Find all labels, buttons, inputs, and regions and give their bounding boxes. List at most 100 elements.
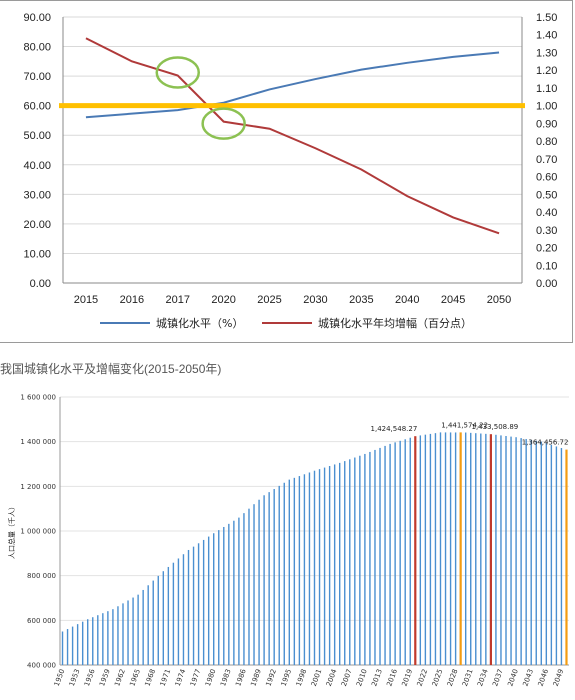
- x-tick-label: 2035: [349, 294, 373, 306]
- population-bar: [404, 439, 406, 665]
- population-bar: [515, 437, 517, 665]
- population-bar: [202, 539, 205, 665]
- population-bar: [419, 435, 422, 665]
- population-bar: [399, 440, 401, 665]
- population-bar: [379, 447, 381, 665]
- left-tick-label: 60.00: [23, 101, 51, 113]
- population-bar: [182, 554, 185, 665]
- y-tick-label: 1 400 000: [20, 438, 56, 446]
- right-tick-label: 0.70: [536, 154, 557, 166]
- x-tick-label: 1974: [174, 667, 188, 687]
- population-bar: [147, 585, 149, 665]
- population-bar: [470, 432, 472, 665]
- population-bar: [444, 432, 447, 665]
- right-tick-label: 0.10: [536, 260, 557, 272]
- population-bar: [480, 433, 482, 665]
- series-line: [85, 51, 500, 119]
- right-tick-label: 1.00: [536, 101, 557, 113]
- population-bar: [495, 434, 497, 665]
- x-tick-label: 1998: [295, 668, 309, 687]
- x-tick-label: 1992: [264, 668, 278, 687]
- x-tick-label: 2007: [340, 668, 354, 687]
- right-tick-label: 0.30: [536, 225, 557, 237]
- x-tick-label: 2022: [416, 668, 430, 687]
- y-tick-label: 800 000: [27, 572, 56, 580]
- x-tick-label: 1995: [280, 668, 294, 687]
- population-bar: [530, 439, 532, 665]
- left-tick-label: 0.00: [30, 278, 51, 290]
- chart-caption: 我国城镇化水平及增幅变化(2015-2050年): [0, 362, 222, 376]
- x-tick-label: 1953: [68, 668, 82, 687]
- data-label: 1,364,456.72: [522, 439, 569, 447]
- x-tick-label: 2025: [257, 294, 281, 306]
- population-bar: [338, 462, 341, 665]
- right-tick-label: 0.80: [536, 136, 557, 148]
- left-tick-label: 40.00: [23, 160, 51, 172]
- population-bar: [61, 631, 64, 665]
- x-tick-label: 2025: [431, 668, 445, 687]
- population-bar: [489, 434, 492, 665]
- x-tick-label: 1989: [249, 668, 263, 687]
- x-tick-label: 1950: [53, 668, 67, 687]
- population-bar: [394, 442, 396, 665]
- x-tick-label: 2045: [441, 294, 465, 306]
- y-axis-title: 人口总量（千人）: [7, 503, 16, 559]
- population-bar: [328, 466, 331, 665]
- right-tick-label: 0.20: [536, 243, 557, 255]
- population-bar: [66, 629, 69, 665]
- population-bar: [560, 448, 563, 665]
- population-bar: [454, 432, 457, 665]
- right-tick-label: 1.10: [536, 83, 557, 95]
- population-bar: [238, 517, 240, 665]
- population-bar: [303, 474, 306, 665]
- population-bar-chart: 400 000 600 000 800 000 1 000 000 1 200 000 1…: [7, 394, 569, 687]
- left-tick-label: 70.00: [23, 71, 51, 83]
- x-tick-label: 1968: [143, 668, 157, 687]
- population-bar: [333, 464, 336, 665]
- y-tick-label: 600 000: [27, 617, 56, 625]
- x-tick-label: 2019: [401, 668, 415, 687]
- population-bar: [167, 566, 170, 665]
- left-tick-label: 10.00: [23, 248, 51, 260]
- x-tick-label: 2030: [303, 294, 327, 306]
- x-tick-label: 1956: [83, 667, 97, 687]
- left-tick-label: 80.00: [23, 42, 51, 54]
- population-bar: [540, 441, 542, 665]
- population-bar: [384, 445, 386, 665]
- y-tick-label: 1 200 000: [20, 483, 56, 491]
- population-bar: [429, 433, 432, 665]
- x-tick-label: 2037: [491, 668, 505, 687]
- population-bar: [112, 609, 114, 665]
- right-tick-label: 0.90: [536, 118, 557, 130]
- population-bar: [308, 472, 311, 665]
- population-bar: [525, 438, 527, 665]
- highlight-circle: [201, 107, 246, 140]
- x-tick-label: 2016: [385, 667, 399, 687]
- population-bar: [218, 530, 220, 665]
- population-bar: [81, 621, 84, 665]
- population-bar: [565, 449, 568, 665]
- left-tick-label: 50.00: [23, 130, 51, 142]
- population-bar: [187, 549, 190, 665]
- population-bar: [137, 594, 139, 665]
- x-tick-label: 2031: [461, 668, 475, 687]
- population-bar: [71, 626, 74, 665]
- population-bar: [364, 453, 366, 665]
- population-bar: [369, 451, 371, 665]
- population-bar: [253, 504, 255, 665]
- population-bar: [313, 470, 316, 665]
- population-bar: [283, 482, 285, 665]
- population-bar: [258, 499, 260, 665]
- population-bar: [520, 438, 522, 665]
- population-bar: [464, 432, 467, 665]
- population-bar: [192, 546, 195, 665]
- left-tick-label: 20.00: [23, 219, 51, 231]
- highlight-circle: [155, 56, 200, 89]
- x-tick-label: 2001: [310, 668, 324, 687]
- population-bar: [268, 492, 270, 665]
- x-tick-label: 2015: [74, 294, 98, 306]
- population-bar: [102, 613, 104, 665]
- left-tick-label: 30.00: [23, 189, 51, 201]
- population-bar: [485, 433, 487, 665]
- population-bar: [449, 432, 452, 665]
